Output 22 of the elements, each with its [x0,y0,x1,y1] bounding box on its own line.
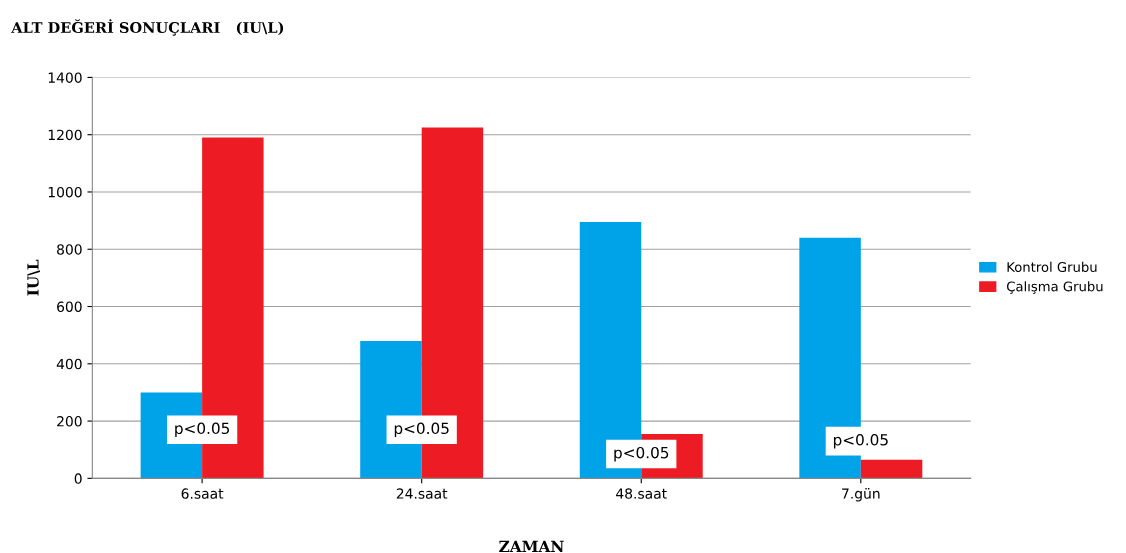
y-tick-label: 800 [57,244,82,255]
annotation: p<0.05 [394,422,449,438]
y-axis-title: IU\L [27,259,40,296]
legend-label: Çalışma Grubu [1006,281,1103,294]
y-tick-label: 1200 [48,129,82,141]
x-tick-label: 48.saat [616,488,667,499]
y-tick-label: 400 [56,358,82,370]
annotation: p<0.05 [614,446,669,462]
y-tick-label: 600 [57,301,82,312]
y-tick-label: 200 [57,416,82,427]
bar [860,459,923,479]
legend-label: Kontrol Grubu [1007,261,1097,273]
x-tick-label: 6.saat [181,488,224,499]
annotation: p<0.05 [833,433,888,449]
x-tick-label: 24.saat [396,488,448,499]
annotation: p<0.05 [175,422,230,438]
y-tick-label: 0 [74,473,82,484]
chart-title: ALT DEĞERİ SONUÇLARI (IU\L) [11,19,284,36]
x-axis-title: ZAMAN [499,540,564,553]
y-tick-label: 1000 [48,186,82,198]
x-tick-label: 7.gün [842,488,880,502]
y-tick-label: 1400 [48,72,82,83]
